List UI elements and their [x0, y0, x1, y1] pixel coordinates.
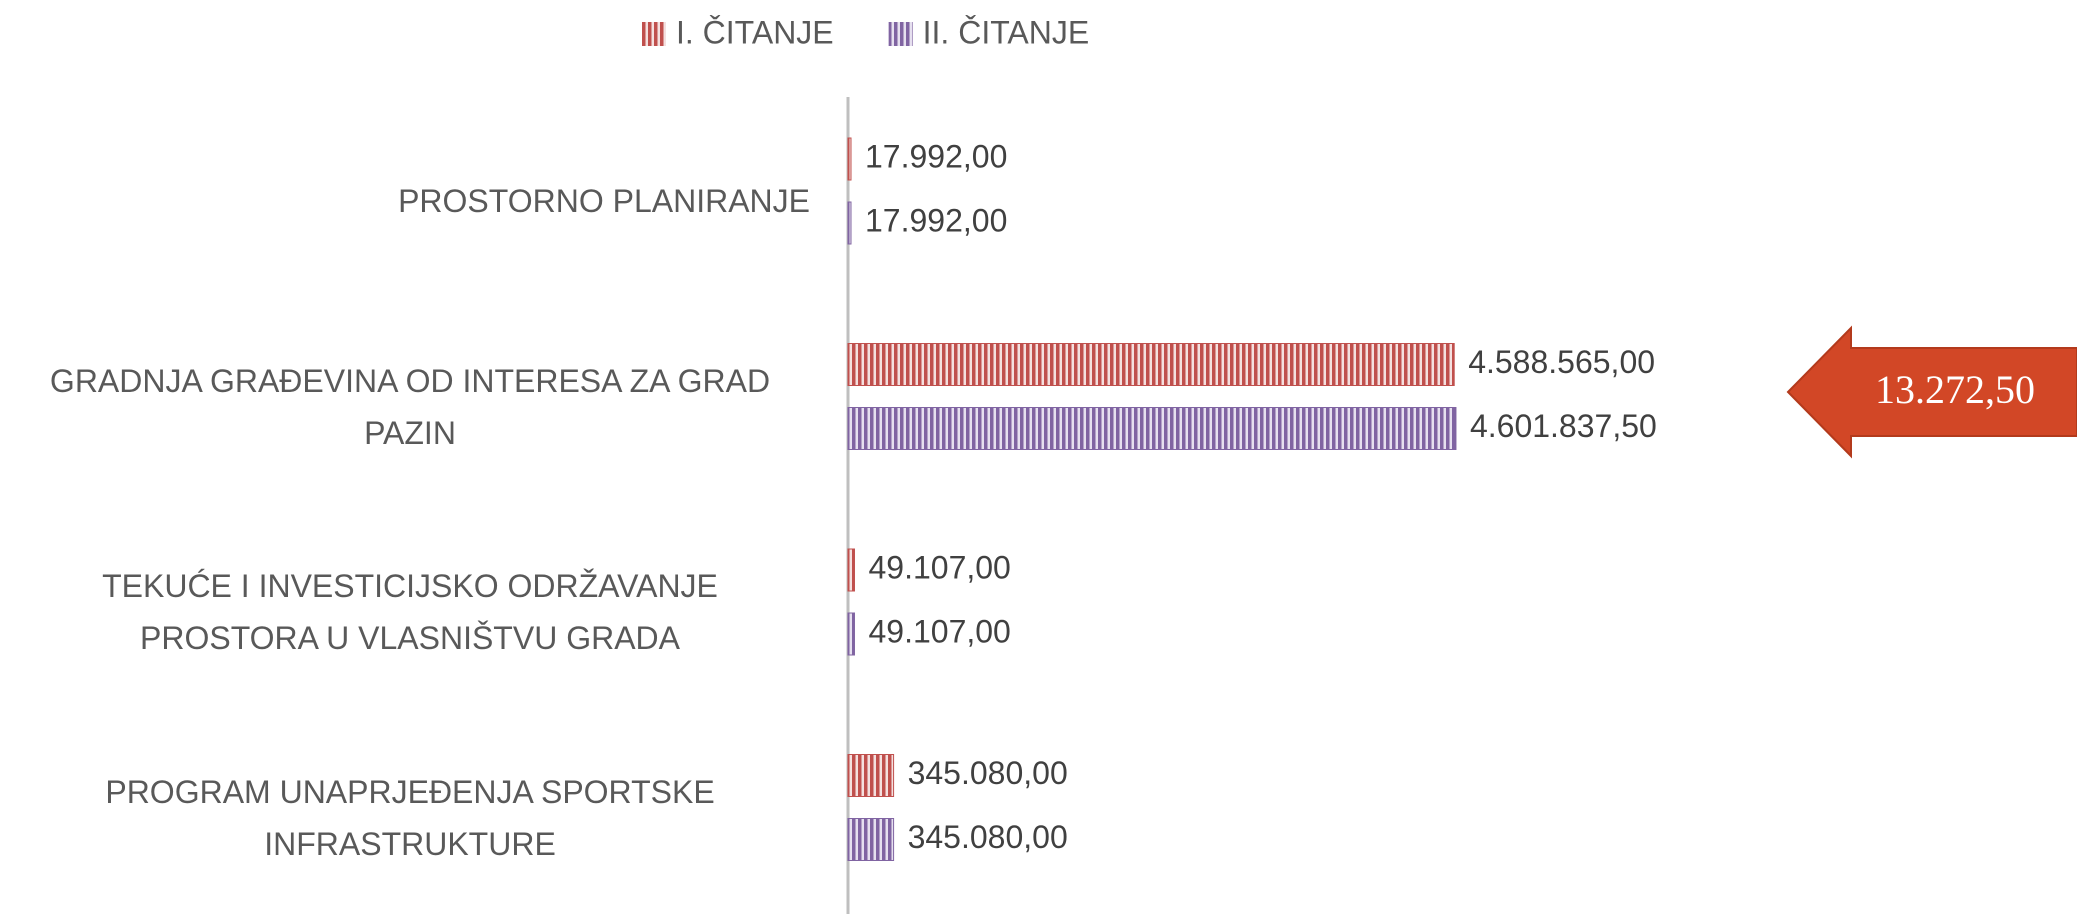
- bar: [847, 137, 852, 181]
- bar: [847, 818, 895, 861]
- bar: [847, 548, 855, 592]
- category-label: PROGRAM UNAPRJEĐENJA SPORTSKE INFRASTRUK…: [0, 766, 810, 870]
- category-text: GRADNJA GRAĐEVINA OD INTERESA ZA GRAD PA…: [49, 362, 771, 451]
- bar: [847, 343, 1455, 386]
- annotation: 13.272,50: [1875, 367, 2035, 412]
- legend-swatch: [888, 22, 913, 46]
- value-label: 17.992,00: [865, 138, 1007, 174]
- value-label: 4.601.837,50: [1470, 408, 1657, 444]
- category-label: PROSTORNO PLANIRANJE: [0, 175, 810, 227]
- value-label: 49.107,00: [868, 549, 1010, 585]
- value-label: 345.080,00: [908, 755, 1068, 791]
- bar: [847, 201, 852, 245]
- value-label: 4.588.565,00: [1468, 344, 1655, 380]
- annotation-arrow: [1786, 325, 2077, 459]
- category-text: PROGRAM UNAPRJEĐENJA SPORTSKE INFRASTRUK…: [105, 773, 715, 862]
- value-label: 17.992,00: [865, 202, 1007, 238]
- category-label: TEKUĆE I INVESTICIJSKO ODRŽAVANJE PROSTO…: [0, 560, 810, 664]
- bar: [847, 612, 855, 656]
- category-label: GRADNJA GRAĐEVINA OD INTERESA ZA GRAD PA…: [0, 355, 810, 459]
- bar: [847, 754, 895, 797]
- legend-label: II. ČITANJE: [923, 14, 1090, 50]
- legend-label: I. ČITANJE: [676, 14, 834, 50]
- category-text: PROSTORNO PLANIRANJE: [398, 183, 810, 219]
- value-label: 49.107,00: [868, 613, 1010, 649]
- category-text: TEKUĆE I INVESTICIJSKO ODRŽAVANJE PROSTO…: [102, 568, 718, 656]
- value-label: 345.080,00: [908, 819, 1068, 855]
- bar: [847, 407, 1457, 450]
- legend-swatch: [642, 22, 666, 46]
